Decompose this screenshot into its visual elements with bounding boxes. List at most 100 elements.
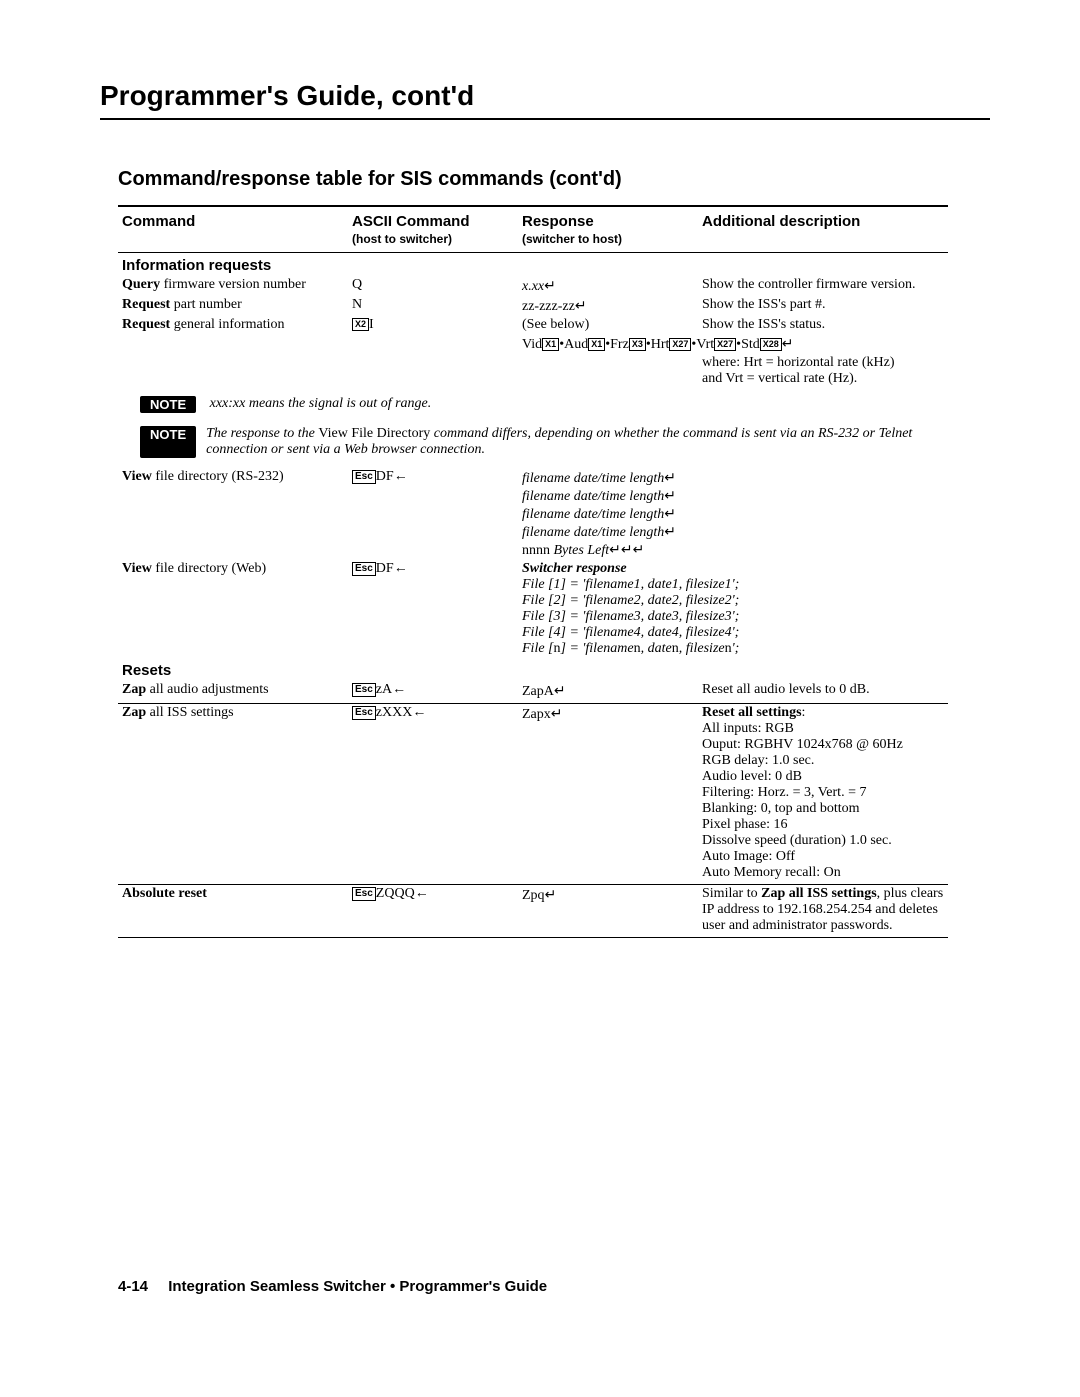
- table-row: Request part number N zz-zzz-zz↵ Show th…: [118, 296, 948, 316]
- table-row: where: Hrt = horizontal rate (kHz) and V…: [118, 354, 948, 388]
- cmd-bold: Absolute reset: [122, 886, 207, 901]
- footer-text: Integration Seamless Switcher • Programm…: [168, 1278, 547, 1295]
- var-box: X3: [629, 338, 646, 351]
- table-row: Zap all audio adjustments EsczA← ZapA↵ R…: [118, 681, 948, 701]
- category-label: Resets: [118, 658, 948, 681]
- desc-cell: Show the ISS's part #.: [698, 296, 948, 316]
- left-arrow-icon: ←: [415, 886, 429, 901]
- response-cell: zz-zzz-zz↵: [518, 296, 698, 316]
- category-info-requests: Information requests: [118, 253, 948, 277]
- col-ascii-sub: (host to switcher): [348, 231, 518, 250]
- return-icon: ↵: [544, 277, 556, 293]
- ascii-cmd: EscDF←: [348, 468, 518, 560]
- desc-cell: Show the ISS's status.: [698, 316, 948, 334]
- return-icon: ↵: [664, 487, 676, 503]
- ascii-cmd: Q: [348, 276, 518, 296]
- cmd-bold: Request: [122, 317, 170, 332]
- esc-box: Esc: [352, 470, 376, 484]
- var-box: X1: [588, 338, 605, 351]
- table-row: Zap all ISS settings EsczXXX← Zapx↵ Rese…: [118, 704, 948, 883]
- page-number: 4-14: [118, 1278, 148, 1295]
- table-header-row: Command ASCII Command Response Additiona…: [118, 206, 948, 231]
- cmd-rest: file directory (Web): [152, 561, 266, 576]
- status-line: VidX1•AudX1•FrzX3•HrtX27•VrtX27•StdX28↵: [518, 334, 948, 354]
- table-row: Request general information X2I (See bel…: [118, 316, 948, 334]
- return-icon: ↵: [621, 541, 633, 557]
- return-icon: ↵: [551, 705, 563, 721]
- note-badge: NOTE: [140, 426, 196, 458]
- ascii-cmd: EsczA←: [348, 681, 518, 701]
- col-response: Response: [518, 206, 698, 231]
- command-table: Command ASCII Command Response Additiona…: [118, 205, 948, 938]
- response-cell: Zapx↵: [518, 704, 698, 883]
- var-box: X2: [352, 318, 369, 331]
- cmd-rest: firmware version number: [160, 277, 306, 292]
- left-arrow-icon: ←: [394, 561, 408, 576]
- ascii-cmd: N: [348, 296, 518, 316]
- category-resets: Resets: [118, 658, 948, 681]
- return-icon: ↵: [664, 523, 676, 539]
- table-row: Absolute reset EscZQQQ← Zpq↵ Similar to …: [118, 885, 948, 936]
- cmd-bold: View: [122, 469, 152, 484]
- note-badge: NOTE: [140, 396, 196, 413]
- response-cell: (See below): [518, 316, 698, 334]
- desc-cell: Show the controller firmware version.: [698, 276, 948, 296]
- table-subheader-row: (host to switcher) (switcher to host): [118, 231, 948, 250]
- cmd-bold: Zap: [122, 682, 146, 697]
- desc-cell: Reset all audio levels to 0 dB.: [698, 681, 948, 701]
- desc-cell: Similar to Zap all ISS settings, plus cl…: [698, 885, 948, 936]
- var-box: X1: [542, 338, 559, 351]
- cmd-bold: Request: [122, 297, 170, 312]
- ascii-cmd: EscZQQQ←: [348, 885, 518, 936]
- return-icon: ↵: [609, 541, 621, 557]
- cmd-rest: all ISS settings: [146, 705, 234, 720]
- return-icon: ↵: [575, 297, 587, 313]
- note-text: The response to the View File Directory …: [206, 426, 926, 458]
- ascii-cmd: X2I: [348, 316, 518, 334]
- table-row: VidX1•AudX1•FrzX3•HrtX27•VrtX27•StdX28↵: [118, 334, 948, 354]
- note-row: NOTE The response to the View File Direc…: [118, 421, 948, 468]
- response-cell: Switcher response File [1] = 'filename1,…: [518, 560, 948, 658]
- return-icon: ↵: [782, 335, 794, 351]
- chapter-title: Programmer's Guide, cont'd: [100, 80, 990, 120]
- cmd-rest: file directory (RS-232): [152, 469, 284, 484]
- return-icon: ↵: [664, 469, 676, 485]
- return-icon: ↵: [664, 505, 676, 521]
- table-row: View file directory (RS-232) EscDF← file…: [118, 468, 948, 560]
- col-response-sub: (switcher to host): [518, 231, 698, 250]
- response-cell: filename date/time length↵ filename date…: [518, 468, 948, 560]
- cmd-bold: Zap: [122, 705, 146, 720]
- left-arrow-icon: ←: [392, 682, 406, 697]
- var-box: X27: [669, 338, 691, 351]
- left-arrow-icon: ←: [394, 469, 408, 484]
- return-icon: ↵: [545, 886, 557, 902]
- note-text: xxx:xx means the signal is out of range.: [210, 396, 432, 412]
- cmd-rest: general information: [170, 317, 284, 332]
- esc-box: Esc: [352, 887, 376, 901]
- col-ascii: ASCII Command: [348, 206, 518, 231]
- ascii-cmd: EscDF←: [348, 560, 518, 658]
- table-row: Query firmware version number Q x.xx↵ Sh…: [118, 276, 948, 296]
- cmd-bold: View: [122, 561, 152, 576]
- table-row: View file directory (Web) EscDF← Switche…: [118, 560, 948, 658]
- var-box: X27: [714, 338, 736, 351]
- desc-cell: Reset all settings: All inputs: RGB Oupu…: [698, 704, 948, 883]
- col-command: Command: [118, 206, 348, 231]
- var-box: X28: [760, 338, 782, 351]
- esc-box: Esc: [352, 562, 376, 576]
- return-icon: ↵: [633, 541, 645, 557]
- esc-box: Esc: [352, 683, 376, 697]
- ascii-cmd: EsczXXX←: [348, 704, 518, 883]
- esc-box: Esc: [352, 706, 376, 720]
- col-description: Additional description: [698, 206, 948, 231]
- response-cell: Zpq↵: [518, 885, 698, 936]
- cmd-rest: all audio adjustments: [146, 682, 268, 697]
- cmd-bold: Query: [122, 277, 160, 292]
- return-icon: ↵: [554, 682, 566, 698]
- section-title: Command/response table for SIS commands …: [118, 168, 990, 191]
- note-row: NOTE xxx:xx means the signal is out of r…: [118, 388, 948, 421]
- page: Programmer's Guide, cont'd Command/respo…: [0, 0, 1080, 1335]
- page-footer: 4-14 Integration Seamless Switcher • Pro…: [118, 1278, 990, 1295]
- category-label: Information requests: [118, 253, 948, 277]
- response-cell: x.xx↵: [518, 276, 698, 296]
